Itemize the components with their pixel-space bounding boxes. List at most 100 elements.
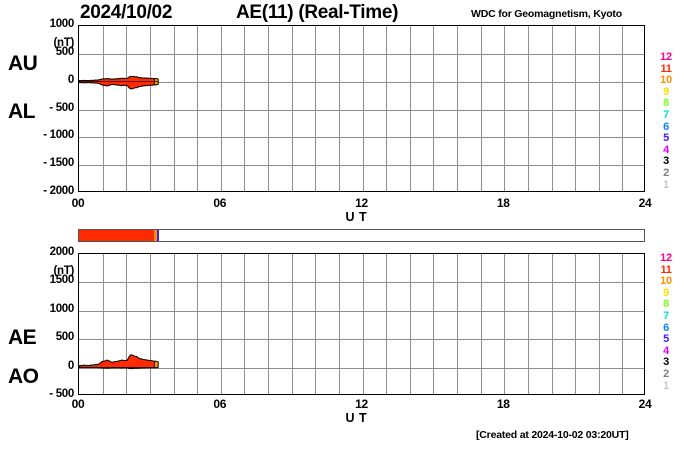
color-legend-bottom: 12 11 10 9 8 7 6 5 4 3 2 1 (655, 252, 677, 392)
gridline-vertical (481, 26, 482, 191)
gridline-vertical (363, 26, 364, 191)
gridline-vertical (622, 254, 623, 394)
x-axis-tick-label: 00 (71, 196, 85, 210)
y-axis-tick-label: - 1000 (43, 129, 74, 142)
x-axis-label: U T (345, 210, 368, 224)
x-axis-tick-label: 24 (638, 196, 652, 210)
gridline-vertical (339, 254, 340, 394)
gridline-horizontal (79, 368, 644, 369)
x-axis-top: 00 06 12 18 24 U T (0, 196, 700, 226)
gridline-vertical (126, 254, 127, 394)
legend-level-4: 4 (663, 143, 669, 156)
gridline-vertical (339, 26, 340, 191)
legend-level-9: 9 (663, 85, 669, 98)
y-axis-unit-label: (nT) (53, 265, 74, 277)
y-axis-tick-label: - 500 (49, 388, 74, 400)
legend-level-12: 12 (660, 51, 672, 63)
legend-level-11: 11 (660, 263, 672, 276)
legend-level-2: 2 (663, 166, 669, 179)
series-label-ao: AO (8, 365, 39, 388)
y-axis-top: 1000 500 0 - 500 - 1000 - 1500 - 2000 (nT) (0, 18, 74, 197)
gridline-vertical (150, 26, 151, 191)
y-axis-bottom: 2000 1500 1000 500 0 - 500 (nT) (0, 246, 75, 400)
x-axis-tick-label: 12 (355, 196, 368, 210)
coverage-segment (157, 230, 160, 241)
gridline-vertical (103, 26, 104, 191)
x-axis-tick-label: 00 (71, 397, 85, 411)
y-axis-tick-label: 2000 (49, 246, 75, 258)
gridline-vertical (410, 254, 411, 394)
gridline-vertical (268, 254, 269, 394)
gridline-vertical (150, 254, 151, 394)
legend-level-5: 5 (663, 132, 669, 145)
y-axis-tick-label: - 500 (49, 101, 74, 114)
gridline-vertical (363, 254, 364, 394)
gridline-vertical (622, 26, 623, 191)
legend-level-8: 8 (663, 97, 669, 110)
y-axis-tick-label: - 1500 (43, 157, 74, 170)
legend-level-3: 3 (663, 356, 669, 369)
gridline-vertical (197, 254, 198, 394)
gridline-horizontal (79, 137, 644, 138)
gridline-vertical (528, 26, 529, 191)
gridlines-top (79, 26, 644, 191)
gridline-vertical (575, 254, 576, 394)
gridline-vertical (528, 254, 529, 394)
gridline-vertical (552, 26, 553, 191)
legend-level-11: 11 (660, 62, 672, 75)
gridline-vertical (221, 254, 222, 394)
gridline-vertical (552, 254, 553, 394)
gridline-horizontal (79, 110, 644, 111)
legend-level-1: 1 (663, 178, 669, 191)
page-title: AE(11) (Real-Time) (236, 2, 399, 23)
color-legend-top: 12 11 10 9 8 7 6 5 4 3 2 1 (655, 51, 677, 191)
attribution-text: WDC for Geomagnetism, Kyoto (471, 8, 622, 20)
data-trace-ae-ao (78, 354, 159, 370)
legend-level-4: 4 (663, 344, 669, 357)
legend-level-10: 10 (660, 74, 672, 87)
trace-band (78, 354, 159, 370)
gridline-vertical (410, 26, 411, 191)
x-axis-tick-label: 06 (213, 397, 227, 411)
gridline-horizontal (79, 165, 644, 166)
coverage-segment (159, 230, 644, 241)
gridline-vertical (386, 26, 387, 191)
gridline-vertical (315, 26, 316, 191)
gridline-horizontal (79, 311, 644, 312)
y-axis-unit-label: (nT) (53, 37, 74, 49)
gridline-vertical (221, 26, 222, 191)
gridline-vertical (268, 26, 269, 191)
legend-level-5: 5 (663, 333, 669, 346)
gridline-vertical (504, 26, 505, 191)
gridline-vertical (386, 254, 387, 394)
legend-level-7: 7 (663, 108, 669, 121)
gridline-vertical (481, 254, 482, 394)
trace-band (78, 75, 159, 90)
data-coverage-bar (78, 229, 645, 242)
coverage-segment (153, 230, 158, 241)
chart-au-al (78, 25, 645, 192)
legend-level-8: 8 (663, 298, 669, 311)
y-axis-tick-label: 500 (55, 331, 75, 344)
gridline-vertical (457, 26, 458, 191)
legend-level-1: 1 (663, 379, 669, 392)
gridline-vertical (197, 26, 198, 191)
gridline-horizontal (79, 82, 644, 83)
legend-level-9: 9 (663, 286, 669, 299)
title-date: 2024/10/02 (80, 2, 173, 23)
coverage-segment (79, 230, 154, 241)
gridline-vertical (174, 254, 175, 394)
series-label-ae: AE (8, 326, 37, 349)
gridline-vertical (315, 254, 316, 394)
trace-latest-tip (153, 360, 159, 369)
gridline-vertical (292, 254, 293, 394)
x-axis-tick-label: 18 (496, 397, 510, 411)
created-timestamp: [Created at 2024-10-02 03:20UT] (476, 429, 629, 441)
x-axis-tick-label: 12 (355, 397, 368, 411)
legend-level-6: 6 (663, 321, 669, 334)
legend-level-7: 7 (663, 309, 669, 322)
gridline-vertical (244, 26, 245, 191)
series-label-al: AL (8, 100, 36, 123)
gridline-vertical (433, 254, 434, 394)
legend-level-2: 2 (663, 367, 669, 380)
